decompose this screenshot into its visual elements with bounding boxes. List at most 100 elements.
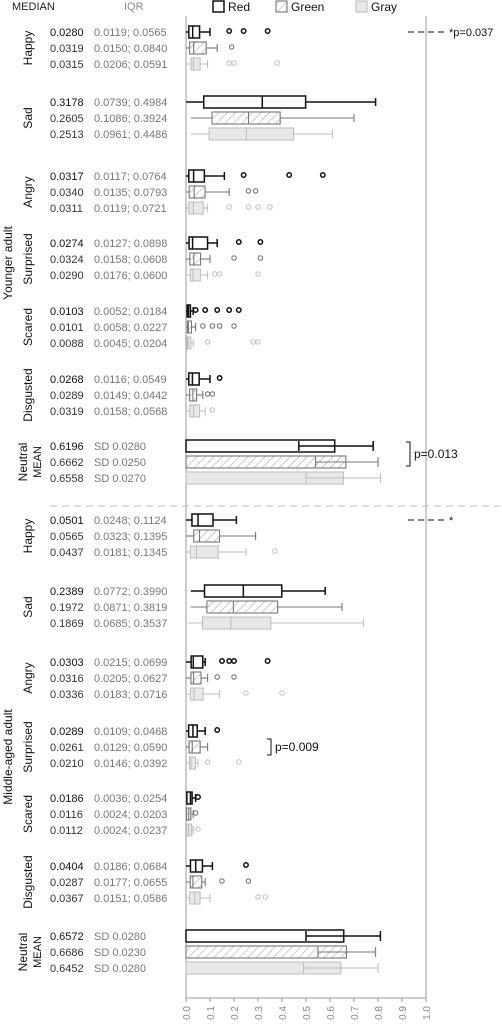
median-value: 0.2513 xyxy=(50,129,84,141)
x-tick-label: 0.0 xyxy=(182,1006,193,1020)
iqr-value: 0.0117; 0.0764 xyxy=(94,171,167,183)
median-value: 0.0324 xyxy=(50,254,84,266)
iqr-box xyxy=(189,268,201,282)
outlier-point xyxy=(219,658,225,664)
median-value: 0.2389 xyxy=(50,586,84,598)
outlier-point xyxy=(200,323,206,329)
x-tick-label: 0.6 xyxy=(326,1006,337,1020)
outlier-point xyxy=(192,810,199,816)
emotion-sublabel: MEAN xyxy=(32,936,44,968)
median-value: 0.0336 xyxy=(50,689,84,701)
median-value: 0.0290 xyxy=(50,270,84,282)
median-value: 0.0289 xyxy=(50,726,84,738)
iqr-value: SD 0.0250 xyxy=(94,457,146,469)
iqr-value: 0.0119; 0.0721 xyxy=(94,203,167,215)
iqr-value: SD 0.0280 xyxy=(94,963,146,975)
median-value: 0.1869 xyxy=(50,618,84,630)
iqr-value: SD 0.0270 xyxy=(94,473,146,485)
iqr-box xyxy=(186,336,192,350)
outlier-point xyxy=(236,759,242,765)
median-value: 0.0101 xyxy=(50,322,84,334)
iqr-value: 0.0961; 0.4486 xyxy=(94,129,167,141)
legend-swatch-red xyxy=(212,0,225,13)
median-value: 0.6572 xyxy=(50,931,84,943)
outlier-point xyxy=(209,391,216,397)
median-value: 0.0303 xyxy=(50,657,84,669)
iqr-value: 0.0248; 0.1124 xyxy=(94,515,167,527)
iqr-box xyxy=(206,600,279,614)
emotion-label: Scared xyxy=(21,795,35,833)
outlier-point xyxy=(214,727,221,733)
group-label: Middle-aged adult xyxy=(1,709,15,805)
median-value: 0.6452 xyxy=(50,963,84,975)
median-value: 0.0289 xyxy=(50,390,84,402)
emotion-surprised: Surprised 0.0289 0.0109; 0.0468 0.0261 0.012… xyxy=(21,721,319,772)
outlier-point xyxy=(257,239,264,245)
iqr-box xyxy=(189,756,196,770)
outlier-point xyxy=(255,271,261,277)
emotion-label: Happy xyxy=(21,31,35,66)
emotion-surprised: Surprised 0.0274 0.0127; 0.0898 0.0324 0.015… xyxy=(21,233,264,285)
iqr-value: 0.0150; 0.0840 xyxy=(94,43,167,55)
iqr-value: 0.0215; 0.0699 xyxy=(94,657,167,669)
emotion-happy: Happy 0.0280 0.0119; 0.0565 0.0319 0.0150; 0… xyxy=(21,25,493,71)
median-value: 0.6686 xyxy=(50,947,84,959)
iqr-value: 0.0052; 0.0184 xyxy=(94,306,167,318)
emotion-sublabel: MEAN xyxy=(32,446,44,478)
median-value: 0.0565 xyxy=(50,531,84,543)
outlier-point xyxy=(204,339,211,345)
legend-swatch-gray xyxy=(355,0,368,13)
emotion-disgusted: Disgusted 0.0404 0.0186; 0.0684 0.0287 0.017… xyxy=(21,855,268,909)
outlier-point xyxy=(204,391,211,397)
iqr-box xyxy=(188,236,209,250)
iqr-box xyxy=(189,404,201,418)
iqr-value: 0.0739; 0.4984 xyxy=(94,97,167,109)
median-value: 0.0268 xyxy=(50,374,84,386)
iqr-value: 0.0116; 0.0549 xyxy=(94,374,167,386)
legend-label-gray: Gray xyxy=(371,0,397,14)
outlier-point xyxy=(231,60,237,66)
iqr-box xyxy=(188,185,206,199)
iqr-value: 0.0045; 0.0204 xyxy=(94,338,167,350)
emotion-label: Surprised xyxy=(21,721,35,772)
legend: Red Green Gray xyxy=(212,0,397,14)
header-iqr: IQR xyxy=(124,1,144,13)
x-tick-label: 1.0 xyxy=(422,1006,433,1020)
iqr-box xyxy=(188,372,200,386)
median-value: 0.0261 xyxy=(50,742,84,754)
iqr-value: 0.0158; 0.0608 xyxy=(94,254,167,266)
outlier-point xyxy=(209,407,216,413)
median-value: 0.1972 xyxy=(50,602,84,614)
iqr-value: SD 0.0280 xyxy=(94,441,146,453)
outlier-point xyxy=(195,794,201,800)
iqr-value: 0.0323; 0.1395 xyxy=(94,531,167,543)
outlier-point xyxy=(235,239,242,245)
iqr-value: 0.0024; 0.0203 xyxy=(94,809,167,821)
iqr-box xyxy=(202,95,307,109)
outlier-point xyxy=(235,307,242,313)
median-value: 0.0210 xyxy=(50,758,84,770)
outlier-point xyxy=(231,658,237,664)
outlier-point xyxy=(255,894,261,900)
median-value: 0.0311 xyxy=(50,203,83,215)
iqr-box xyxy=(201,616,272,630)
iqr-value: 0.0183; 0.0716 xyxy=(94,689,167,701)
median-value: 0.0186 xyxy=(50,793,84,805)
median-value: 0.0287 xyxy=(50,877,84,889)
group-label: Younger adult xyxy=(1,226,15,300)
iqr-box xyxy=(188,201,204,215)
outlier-point xyxy=(226,307,233,313)
iqr-value: 0.0119; 0.0565 xyxy=(94,27,167,39)
iqr-value: 0.0772; 0.3990 xyxy=(94,586,167,598)
outlier-point xyxy=(209,323,216,329)
outlier-point xyxy=(257,255,264,261)
emotion-label: Scared xyxy=(21,308,35,346)
iqr-value: 0.0176; 0.0600 xyxy=(94,270,167,282)
outlier-point xyxy=(226,60,232,66)
x-tick-label: 0.1 xyxy=(206,1006,217,1020)
iqr-box xyxy=(190,57,201,71)
median-value: 0.0501 xyxy=(50,515,84,527)
iqr-value: 0.0036; 0.0254 xyxy=(94,793,167,805)
emotion-label: Sad xyxy=(21,596,35,617)
